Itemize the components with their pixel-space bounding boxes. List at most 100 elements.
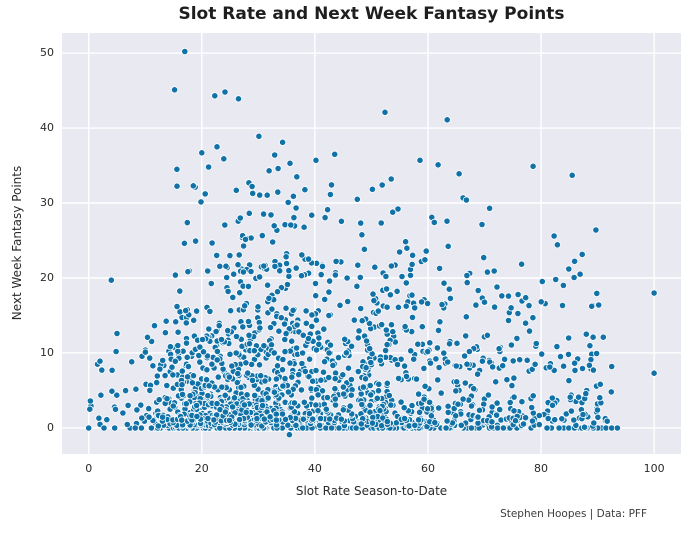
scatter-point	[389, 208, 397, 216]
scatter-point	[529, 314, 537, 322]
scatter-point	[210, 416, 218, 424]
scatter-point	[311, 279, 320, 288]
scatter-point	[314, 407, 322, 415]
scatter-point	[268, 305, 276, 313]
scatter-point	[354, 261, 362, 269]
scatter-point	[293, 173, 301, 181]
scatter-point	[195, 351, 203, 360]
scatter-point	[284, 388, 292, 396]
scatter-point	[180, 239, 189, 247]
scatter-point	[304, 255, 313, 263]
scatter-point	[178, 367, 186, 375]
scatter-point	[182, 339, 191, 347]
scatter-point	[299, 424, 307, 432]
scatter-point	[245, 209, 253, 217]
scatter-point	[474, 413, 482, 421]
scatter-point	[245, 331, 253, 339]
scatter-point	[301, 367, 309, 375]
scatter-point	[244, 317, 253, 326]
scatter-point	[107, 276, 115, 284]
scatter-point	[593, 289, 601, 297]
scatter-point	[141, 348, 150, 356]
scatter-point	[378, 181, 386, 189]
scatter-point	[255, 361, 264, 369]
scatter-point	[544, 414, 552, 423]
scatter-point	[223, 273, 231, 282]
scatter-point	[483, 331, 491, 339]
scatter-point	[507, 304, 515, 312]
scatter-point	[258, 232, 266, 240]
scatter-point	[208, 360, 216, 368]
scatter-point	[608, 362, 616, 371]
scatter-point	[578, 250, 586, 258]
scatter-point	[576, 270, 584, 278]
scatter-point	[228, 362, 236, 370]
scatter-point	[571, 366, 579, 374]
y-tick-label: 20	[40, 270, 54, 284]
scatter-point	[499, 362, 507, 370]
scatter-point	[247, 267, 255, 276]
scatter-point	[229, 403, 237, 411]
y-tick-label: 10	[40, 345, 54, 359]
scatter-point	[408, 313, 417, 321]
scatter-point	[221, 391, 229, 399]
scatter-point	[504, 292, 513, 300]
scatter-point	[423, 299, 432, 308]
scatter-point	[112, 347, 120, 356]
scatter-point	[205, 325, 213, 333]
scatter-point	[435, 264, 444, 272]
scatter-point	[283, 259, 291, 268]
scatter-point	[293, 321, 301, 329]
scatter-point	[408, 291, 416, 299]
scatter-point	[474, 286, 482, 295]
scatter-point	[275, 327, 283, 335]
scatter-point	[285, 267, 293, 275]
scatter-point	[603, 417, 611, 425]
scatter-point	[309, 415, 317, 423]
scatter-point	[385, 391, 393, 400]
scatter-point	[321, 214, 329, 222]
scatter-point	[241, 235, 250, 243]
scatter-point	[421, 382, 429, 390]
scatter-point	[133, 406, 141, 414]
scatter-point	[376, 356, 384, 364]
scatter-point	[239, 268, 247, 276]
scatter-point	[288, 337, 296, 345]
scatter-point	[178, 416, 186, 424]
scatter-point	[242, 408, 250, 416]
scatter-point	[414, 340, 422, 348]
scatter-point	[334, 353, 343, 362]
scatter-point	[382, 326, 390, 334]
scatter-point	[551, 416, 559, 424]
scatter-point	[552, 275, 560, 284]
scatter-point	[414, 416, 423, 424]
scatter-point	[532, 339, 540, 348]
scatter-point	[421, 256, 429, 264]
scatter-point	[516, 356, 524, 364]
scatter-point	[350, 316, 358, 324]
scatter-point	[490, 303, 499, 311]
scatter-point	[558, 415, 566, 423]
scatter-point	[108, 366, 116, 374]
scatter-point	[174, 328, 182, 336]
scatter-point	[394, 374, 403, 382]
scatter-point	[256, 273, 264, 281]
scatter-point	[589, 366, 598, 374]
scatter-point	[521, 414, 530, 422]
scatter-point	[553, 342, 561, 351]
scatter-point	[353, 282, 361, 290]
scatter-point	[305, 409, 314, 418]
scatter-point	[400, 362, 409, 370]
scatter-point	[550, 232, 558, 240]
scatter-point	[453, 378, 461, 386]
scatter-point	[465, 347, 473, 356]
scatter-point	[594, 413, 602, 421]
scatter-point	[427, 412, 435, 420]
scatter-point	[519, 420, 528, 428]
scatter-point	[387, 321, 396, 329]
scatter-point	[382, 272, 390, 280]
scatter-point	[488, 403, 496, 411]
scatter-point	[306, 355, 314, 363]
scatter-point	[292, 264, 300, 272]
scatter-point	[214, 373, 222, 381]
